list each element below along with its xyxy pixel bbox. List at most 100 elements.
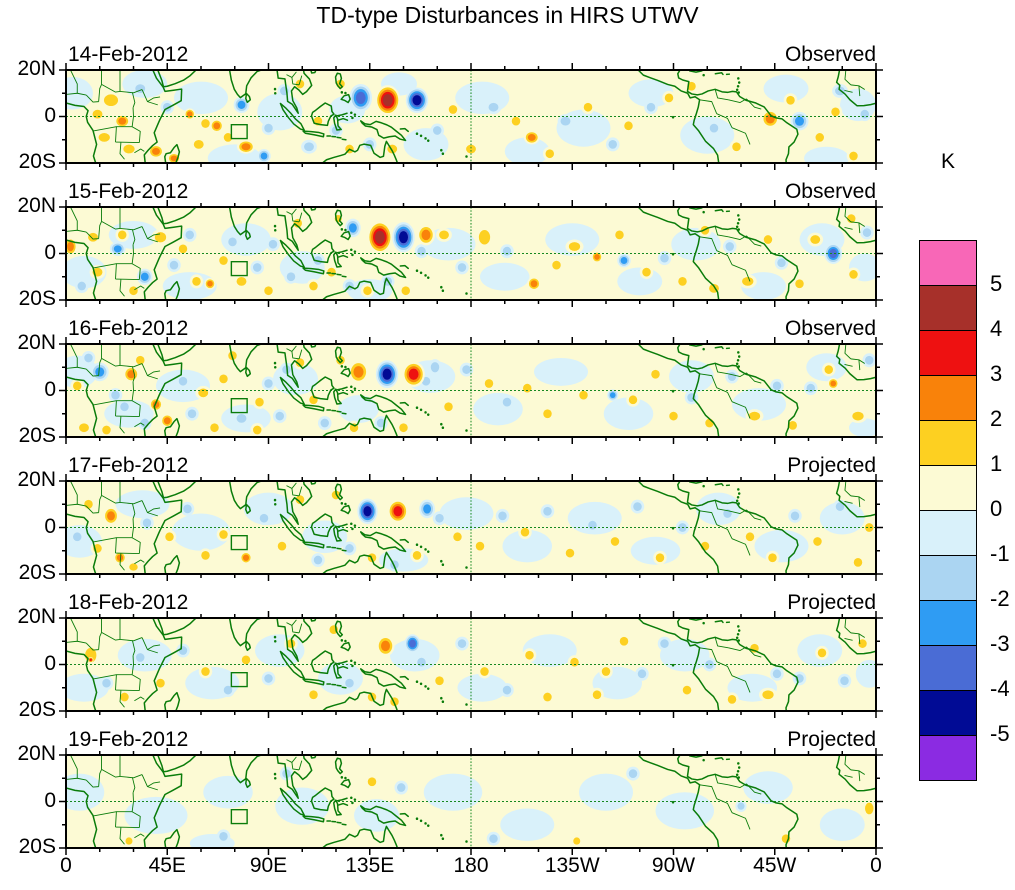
anomaly-blob [762,690,774,700]
coastline [280,651,304,678]
study-region-box [231,399,247,413]
country-border [142,775,158,790]
country-border [717,388,732,402]
island-dot [427,687,430,690]
anomaly-blob [423,773,483,811]
country-border [287,760,300,770]
anomaly-blob [98,133,110,142]
country-border [102,221,120,229]
anomaly-blob [788,421,797,430]
island-dot [424,685,427,688]
country-border [715,89,728,99]
island-dot [736,84,740,88]
coastline [230,207,262,235]
island-dot [702,73,705,77]
anomaly-blob [192,277,201,286]
country-border [732,539,750,556]
anomaly-blob [853,558,863,567]
coastline [336,73,343,88]
coastline [246,504,251,513]
island-dot [737,629,741,632]
lon-axis-label: 90W [651,854,696,877]
anomaly-blob [545,149,554,159]
anomaly-blob [118,230,127,240]
country-border [859,360,860,370]
country-border [93,812,116,816]
island-dot [419,545,423,549]
anomaly-blob [79,423,89,433]
country-border [845,501,853,503]
coastline [165,282,180,300]
coastline [165,145,180,163]
lat-axis-label: 20S [18,150,56,173]
coastline [341,506,350,514]
country-border [132,229,134,244]
coastline [638,344,719,437]
anomaly-blob [795,279,804,289]
coastline [311,344,316,347]
anomaly-blob [763,74,809,103]
coastline [277,481,312,524]
island-dot [350,111,353,115]
country-border [287,75,300,85]
island-dot [737,365,740,368]
country-border [845,775,853,777]
panel-date-label-3: 16-Feb-2012 [68,317,189,340]
anomaly-blob [671,227,721,261]
anomaly-blob [228,237,237,247]
country-border [116,264,133,279]
country-border [732,813,750,830]
anomaly-blob [327,267,336,277]
anomaly-blob [397,783,406,792]
anomaly-blob [92,109,103,119]
anomaly-blob [664,93,674,103]
lon-axis-label: 45W [753,854,797,877]
country-border [120,554,125,571]
anomaly-blob [73,532,82,542]
country-border [845,638,853,640]
anomaly-blob [601,667,611,676]
country-border [845,364,853,366]
coastline [338,256,347,258]
coastline [338,530,347,532]
island-dot [415,817,419,820]
coastline [338,119,347,121]
anomaly-blob [543,506,552,516]
country-border [86,780,98,787]
coastline [341,780,350,788]
island-dot [737,351,740,354]
island-dot [736,221,740,225]
coastline [66,240,97,300]
country-border [299,76,302,85]
country-border [700,374,717,388]
anomaly-blob [444,402,453,412]
island-dot [351,664,354,668]
coastline [400,540,408,543]
island-dot [351,116,354,120]
coastline [158,481,196,498]
anomaly-blob [829,248,838,259]
country-border [102,495,120,503]
anomaly-blob [115,490,170,519]
coastline [144,755,181,848]
anomaly-blob [129,286,138,296]
island-dot [735,773,739,777]
anomaly-blob [527,133,536,141]
coastline [690,71,702,72]
coastline [277,344,312,387]
country-border [120,143,125,160]
anomaly-blob [348,223,357,233]
anomaly-blob [705,418,714,428]
island-dot [671,800,675,804]
anomaly-blob [174,81,228,115]
colorbar-tick-label: 4 [990,316,1003,341]
island-dot [737,776,740,779]
anomaly-blob [849,270,858,279]
anomaly-blob [455,81,510,115]
country-border [700,100,717,114]
country-border [287,212,300,222]
coastline [638,755,719,848]
coastline [280,514,304,541]
anomaly-blob [376,418,386,428]
coastline [837,70,876,106]
